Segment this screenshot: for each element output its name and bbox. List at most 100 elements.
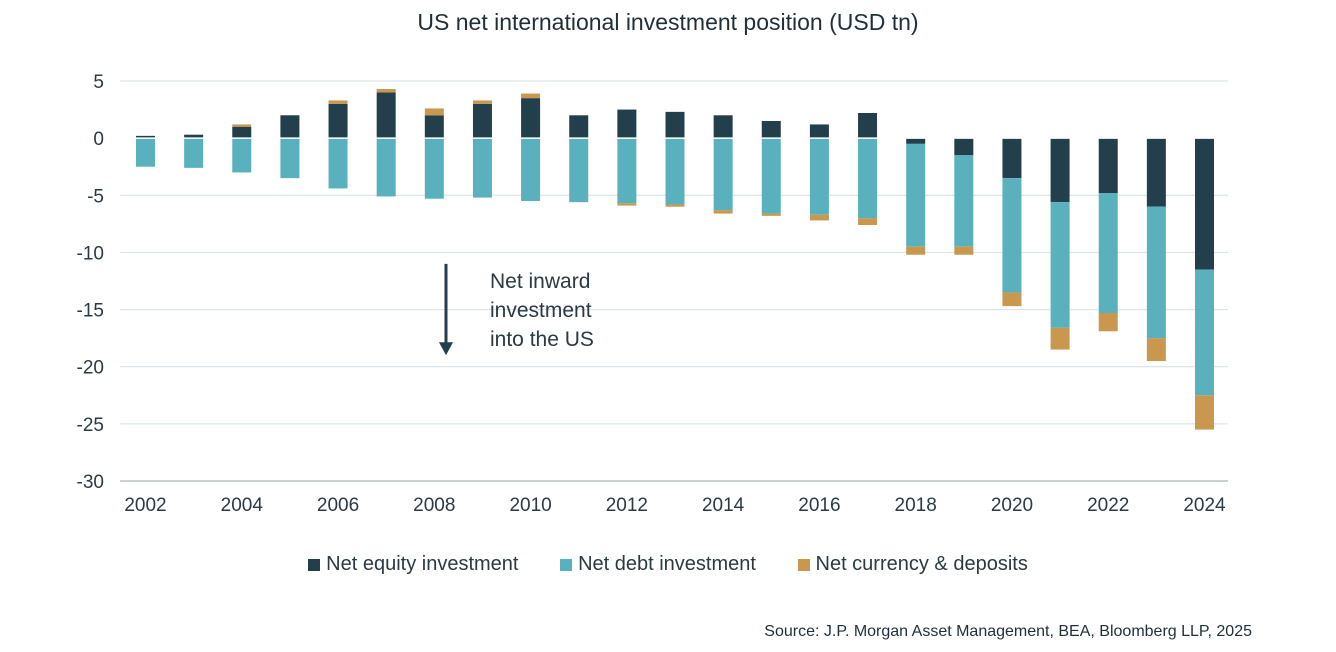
bar-net-debt-investment-2021 <box>1050 202 1070 328</box>
bar-net-debt-investment-2011 <box>569 138 589 203</box>
bar-net-debt-investment-2004 <box>232 138 252 173</box>
bar-net-equity-investment-2009 <box>472 103 492 139</box>
annotation-line: into the US <box>490 328 594 351</box>
bar-net-debt-investment-2018 <box>906 143 926 247</box>
y-tick-label: -10 <box>77 243 104 264</box>
annotation-arrow-head <box>439 342 453 356</box>
bar-net-debt-investment-2007 <box>376 138 396 197</box>
bar-net-currency-deposits-2018 <box>906 246 926 255</box>
bar-net-equity-investment-2002 <box>136 135 155 139</box>
bar-net-debt-investment-2017 <box>858 138 878 219</box>
bar-net-currency-deposits-2006 <box>328 100 348 104</box>
bar-net-equity-investment-2019 <box>954 138 974 156</box>
legend-item-debt: Net debt investment <box>560 553 756 576</box>
bar-net-equity-investment-2011 <box>569 115 589 139</box>
legend: Net equity investment Net debt investmen… <box>0 553 1336 577</box>
legend-swatch-currency <box>797 558 810 571</box>
bar-net-debt-investment-2005 <box>280 138 300 179</box>
bar-net-currency-deposits-2015 <box>761 213 781 216</box>
bar-net-equity-investment-2014 <box>713 115 733 139</box>
bar-net-equity-investment-2016 <box>809 124 829 139</box>
bar-net-currency-deposits-2017 <box>858 218 878 225</box>
y-tick-label: -30 <box>77 472 104 493</box>
x-tick-label: 2008 <box>413 495 455 516</box>
legend-item-currency: Net currency & deposits <box>797 553 1028 576</box>
bar-net-currency-deposits-2021 <box>1050 327 1070 350</box>
bar-net-currency-deposits-2019 <box>954 246 974 255</box>
bar-net-debt-investment-2013 <box>665 138 685 205</box>
bar-net-debt-investment-2014 <box>713 138 733 211</box>
bar-net-debt-investment-2015 <box>761 138 781 214</box>
bar-net-debt-investment-2006 <box>328 138 348 189</box>
legend-item-equity: Net equity investment <box>308 553 519 576</box>
bar-net-currency-deposits-2024 <box>1195 395 1214 430</box>
x-tick-label: 2016 <box>798 495 840 516</box>
legend-swatch-equity <box>308 558 321 571</box>
bar-net-equity-investment-2004 <box>232 126 252 139</box>
chart-plot: 5 0 -5 -10 -15 -20 -25 -30 2002 2004 2006 2008 2010 2… <box>77 72 1228 516</box>
y-tick-label: -25 <box>77 415 104 436</box>
bar-net-debt-investment-2019 <box>954 155 974 247</box>
bar-net-equity-investment-2008 <box>424 115 444 139</box>
x-tick-label: 2004 <box>221 495 264 516</box>
legend-label-debt: Net debt investment <box>578 553 756 575</box>
bar-net-debt-investment-2020 <box>1002 178 1022 293</box>
bar-net-currency-deposits-2012 <box>617 203 637 206</box>
bar-net-currency-deposits-2016 <box>809 214 829 221</box>
bar-net-currency-deposits-2010 <box>521 93 541 99</box>
annotation-line: Net inward <box>490 270 590 293</box>
bar-net-equity-investment-2006 <box>328 103 348 139</box>
legend-swatch-debt <box>560 558 573 571</box>
x-tick-label: 2020 <box>991 495 1033 516</box>
x-tick-label: 2010 <box>509 495 551 516</box>
source-note: Source: J.P. Morgan Asset Management, BE… <box>764 623 1252 640</box>
annotation-layer: Net inward investment into the US <box>439 263 594 356</box>
bar-net-equity-investment-2022 <box>1098 138 1118 193</box>
bar-net-equity-investment-2018 <box>906 138 926 144</box>
bar-net-equity-investment-2003 <box>184 134 204 139</box>
x-tick-label: 2012 <box>606 495 648 516</box>
bar-net-currency-deposits-2007 <box>376 89 396 93</box>
bar-net-debt-investment-2016 <box>809 138 829 215</box>
bar-net-equity-investment-2005 <box>280 115 300 139</box>
bar-net-equity-investment-2023 <box>1146 138 1166 207</box>
bar-net-currency-deposits-2023 <box>1146 338 1166 361</box>
bar-net-debt-investment-2022 <box>1098 193 1118 313</box>
bar-net-debt-investment-2010 <box>521 138 541 201</box>
bar-layer <box>120 89 1228 430</box>
bar-net-equity-investment-2021 <box>1050 138 1070 203</box>
y-tick-label: 0 <box>93 129 104 150</box>
bar-net-equity-investment-2015 <box>761 121 781 139</box>
bar-net-debt-investment-2002 <box>136 138 155 167</box>
x-tick-label: 2022 <box>1087 495 1129 516</box>
bar-net-equity-investment-2013 <box>665 111 685 139</box>
legend-label-currency: Net currency & deposits <box>815 553 1028 575</box>
legend-label-equity: Net equity investment <box>326 553 519 575</box>
bar-net-equity-investment-2007 <box>376 92 396 139</box>
bar-net-debt-investment-2008 <box>424 138 444 199</box>
bar-net-currency-deposits-2008 <box>424 108 444 116</box>
x-tick-label: 2018 <box>895 495 937 516</box>
annotation-line: investment <box>490 299 592 322</box>
y-tick-label: -20 <box>77 358 104 379</box>
bar-net-currency-deposits-2004 <box>232 124 252 127</box>
bar-net-equity-investment-2017 <box>858 113 878 139</box>
x-tick-label: 2002 <box>124 495 166 516</box>
bar-net-equity-investment-2020 <box>1002 138 1022 179</box>
axis-layer: 5 0 -5 -10 -15 -20 -25 -30 2002 2004 2006 2008 2010 2… <box>77 72 1227 516</box>
x-tick-label: 2014 <box>702 495 745 516</box>
bar-net-debt-investment-2009 <box>472 138 492 198</box>
chart-title: US net international investment position… <box>417 9 919 35</box>
y-tick-label: -15 <box>77 301 104 322</box>
bar-net-debt-investment-2024 <box>1195 269 1214 396</box>
bar-net-debt-investment-2003 <box>184 138 204 168</box>
y-tick-label: 5 <box>93 72 104 93</box>
bar-net-currency-deposits-2009 <box>472 100 492 104</box>
bar-net-currency-deposits-2013 <box>665 204 685 207</box>
bar-net-debt-investment-2023 <box>1146 206 1166 339</box>
bar-net-currency-deposits-2014 <box>713 210 733 214</box>
bar-net-currency-deposits-2020 <box>1002 292 1022 307</box>
x-tick-label: 2024 <box>1183 495 1226 516</box>
bar-net-debt-investment-2012 <box>617 138 637 204</box>
bar-net-currency-deposits-2022 <box>1098 313 1118 332</box>
